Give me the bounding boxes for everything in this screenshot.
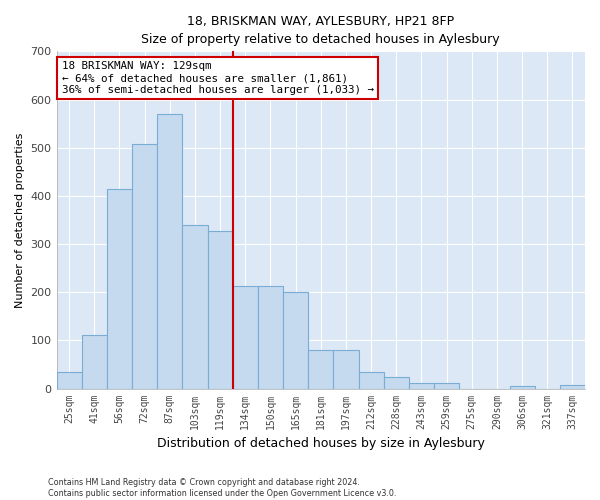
Bar [182,225,208,388]
Bar [509,386,535,388]
Bar [409,383,434,388]
Title: 18, BRISKMAN WAY, AYLESBURY, HP21 8FP
Size of property relative to detached hous: 18, BRISKMAN WAY, AYLESBURY, HP21 8FP Si… [142,15,500,46]
Text: Contains HM Land Registry data © Crown copyright and database right 2024.
Contai: Contains HM Land Registry data © Crown c… [48,478,397,498]
Bar [258,286,283,388]
Bar [56,372,82,388]
Bar [82,334,107,388]
Bar [434,383,459,388]
Bar [233,286,258,388]
Text: 18 BRISKMAN WAY: 129sqm
← 64% of detached houses are smaller (1,861)
36% of semi: 18 BRISKMAN WAY: 129sqm ← 64% of detache… [62,62,374,94]
Y-axis label: Number of detached properties: Number of detached properties [15,132,25,308]
Bar [132,144,157,388]
Bar [334,350,359,389]
Bar [283,292,308,388]
Bar [107,188,132,388]
Bar [208,230,233,388]
Bar [560,384,585,388]
Bar [383,376,409,388]
Bar [308,350,334,389]
Bar [157,114,182,388]
X-axis label: Distribution of detached houses by size in Aylesbury: Distribution of detached houses by size … [157,437,485,450]
Bar [359,372,383,388]
